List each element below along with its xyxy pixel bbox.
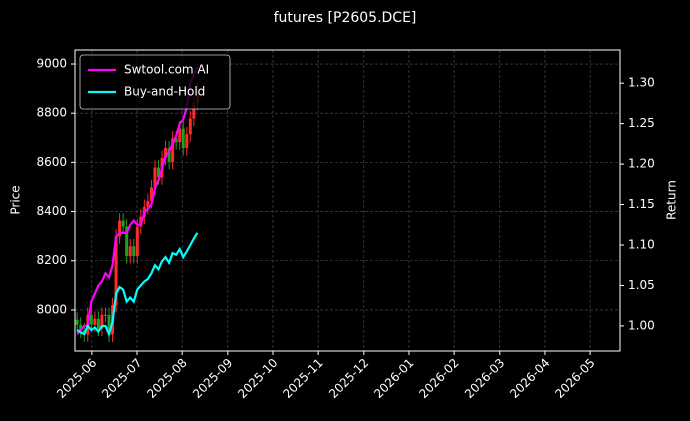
series-line [76, 66, 199, 335]
x-tick-label: 2025-09 [190, 356, 235, 401]
y2-tick-label: 1.15 [628, 197, 655, 211]
y-tick-label: 8800 [36, 106, 67, 120]
legend-box [79, 54, 231, 110]
x-tick-label: 2026-04 [507, 356, 552, 401]
candle-body [121, 220, 125, 227]
candle-body [185, 134, 189, 149]
candle-body [93, 318, 97, 325]
legend-label: Buy-and-Hold [124, 85, 205, 99]
y-tick-label: 8200 [36, 253, 67, 267]
y-axis-label: Price [9, 185, 23, 214]
candle-body [118, 220, 122, 237]
candle-body [107, 314, 111, 335]
candle-body [171, 138, 175, 162]
candle-body [132, 246, 136, 257]
chart-title: futures [P2605.DCE] [274, 10, 417, 26]
y-tick-label: 9000 [36, 57, 67, 71]
candle-body [149, 187, 153, 201]
candle-body [188, 118, 192, 135]
candle-body [103, 314, 107, 316]
candle-body [164, 148, 168, 158]
series-line [76, 232, 199, 338]
y-tick-label: 8400 [36, 204, 67, 218]
plot-frame [74, 49, 621, 352]
y2-tick-label: 1.25 [628, 116, 655, 130]
y-tick-label: 8600 [36, 155, 67, 169]
x-tick-label: 2025-08 [144, 356, 189, 401]
candle-body [89, 314, 93, 325]
candle-body [192, 102, 196, 119]
y2-tick-label: 1.05 [628, 278, 655, 292]
candle-body [79, 324, 83, 331]
y-tick-label: 8000 [36, 302, 67, 316]
x-tick-label: 2026-02 [416, 356, 461, 401]
candle-body [174, 138, 178, 143]
x-tick-label: 2025-06 [54, 356, 99, 401]
x-tick-label: 2025-11 [280, 356, 325, 401]
candle-body [181, 128, 185, 149]
candle-body [75, 319, 79, 325]
candle-body [167, 148, 171, 162]
candle-body [128, 246, 132, 257]
candle-body [135, 226, 139, 257]
candle-body [114, 236, 118, 306]
x-tick-label: 2025-10 [235, 356, 280, 401]
candle-body [178, 128, 182, 143]
y2-tick-label: 1.20 [628, 157, 655, 171]
x-tick-label: 2026-01 [371, 356, 416, 401]
y2-tick-label: 1.30 [628, 76, 655, 90]
candle-body [100, 314, 104, 329]
candle-body [156, 167, 160, 178]
y2-axis-label: Return [665, 180, 679, 220]
x-tick-label: 2026-03 [462, 356, 507, 401]
x-tick-label: 2025-07 [99, 356, 144, 401]
candle-body [146, 200, 150, 207]
y2-tick-label: 1.10 [628, 238, 655, 252]
candle-body [153, 167, 157, 188]
x-tick-label: 2025-12 [326, 356, 371, 401]
legend-label: Swtool.com AI [124, 63, 209, 77]
candle-body [96, 318, 100, 329]
candle-body [125, 226, 129, 257]
y2-tick-label: 1.00 [628, 318, 655, 332]
x-tick-label: 2026-05 [552, 356, 597, 401]
